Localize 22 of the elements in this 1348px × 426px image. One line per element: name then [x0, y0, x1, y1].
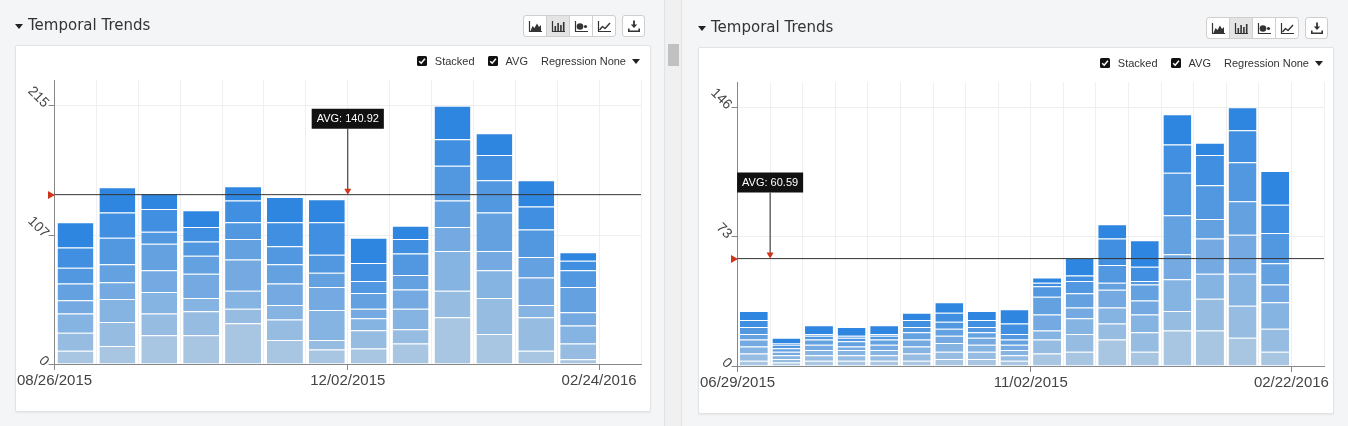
text: Stacked: [434, 55, 475, 67]
x-tick-label: 12/02/2015: [310, 371, 386, 389]
chart-title: Temporal Trends: [28, 15, 151, 35]
text: Regression None: [1224, 57, 1309, 69]
x-tick-label: 08/26/2015: [17, 371, 93, 389]
y-tick-label: 0: [719, 354, 737, 371]
y-tick-label: 146: [708, 84, 737, 113]
annotation: AVG: 140.92: [316, 112, 379, 125]
text: AVG: [1188, 57, 1211, 69]
text: Stacked: [1117, 57, 1158, 69]
text: AVG: [505, 55, 528, 67]
y-tick-label: 215: [25, 82, 54, 111]
y-tick-label: 0: [36, 352, 54, 369]
y-tick-label: 107: [25, 212, 54, 241]
text: Regression None: [541, 55, 626, 67]
x-tick-label: 06/29/2015: [700, 373, 776, 391]
y-tick-label: 73: [713, 219, 737, 242]
chart-title: Temporal Trends: [711, 17, 834, 37]
x-tick-label: 11/02/2015: [993, 373, 1068, 391]
annotation: AVG: 60.59: [742, 176, 799, 189]
x-tick-label: 02/24/2016: [561, 371, 637, 389]
x-tick-label: 02/22/2016: [1253, 373, 1329, 391]
